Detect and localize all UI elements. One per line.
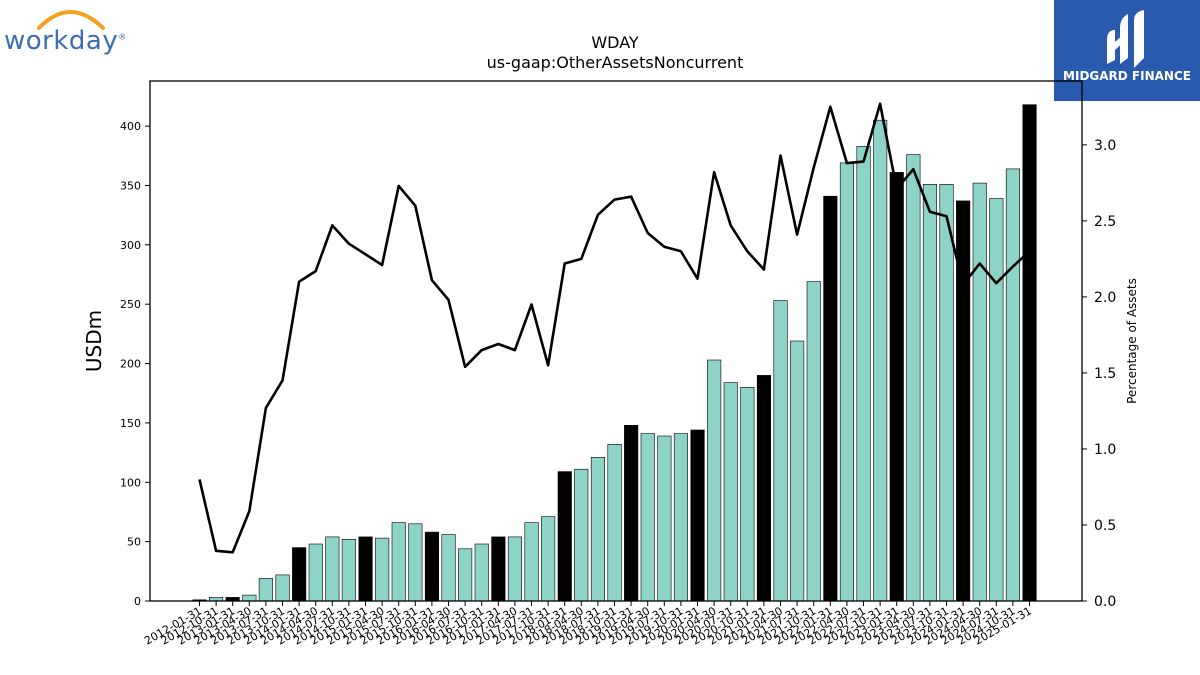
plot-frame [149,80,1083,602]
bar [856,146,871,602]
bar [790,340,805,602]
bar [1022,104,1037,602]
bar [574,468,589,602]
bar-series [192,104,1037,602]
bar [989,198,1004,602]
y-tick-label: 200 [120,358,141,371]
bar [590,456,606,602]
chart-subtitle: us-gaap:OtherAssetsNoncurrent [487,53,744,72]
bar [723,382,738,602]
y2-tick-label: 2.0 [1094,290,1116,306]
bar [474,543,489,602]
bar [690,429,705,602]
bar [325,536,340,602]
y2-tick-label: 3.0 [1094,138,1116,154]
bar [806,281,821,602]
y2-axis-label: Percentage of Assets [1125,278,1139,404]
y-tick-label: 350 [120,179,141,192]
bar [707,359,722,602]
bar [292,547,307,602]
workday-logo-text: workday® [4,26,127,56]
bar [308,543,323,602]
axes: 0 50 100 150 200 250 300 350 400 0.0 0.5 1.0 1.5 2.0 2… [120,80,1116,648]
bar [889,172,904,602]
bar [242,594,257,602]
y-tick-label: 250 [120,298,141,311]
y2-tick-label: 1.5 [1094,366,1116,382]
bar [756,375,772,602]
bar [922,184,938,602]
percentage-line [198,102,1031,554]
bar [873,119,888,602]
y2-tick-label: 0.0 [1094,594,1116,610]
y-tick-label: 0 [134,595,141,608]
bar [341,538,356,602]
y-tick-label: 50 [127,536,141,549]
bar [491,536,506,602]
bar [740,386,755,602]
bar [773,300,788,602]
bar [391,522,406,602]
bar [607,443,622,602]
bar [258,578,273,602]
bar [441,534,456,602]
bar [839,162,855,602]
bar [408,523,423,602]
bar [557,471,572,602]
y2-tick-label: 1.0 [1094,442,1116,458]
y-tick-label: 300 [120,239,141,252]
bar [640,433,655,602]
y-tick-label: 150 [120,417,141,430]
midgard-finance-logo: MIDGARD FINANCE [1054,0,1200,101]
bar [541,516,556,602]
percentage-line-series [198,102,1031,554]
y-tick-label: 400 [120,120,141,133]
y-tick-label: 100 [120,476,141,489]
midgard-mark-icon [1107,10,1144,68]
bar [657,435,672,602]
bar [358,536,373,602]
y2-tick-label: 0.5 [1094,518,1116,534]
bar [823,195,838,602]
bar [939,184,954,602]
bar [624,424,639,602]
bar [275,574,290,602]
bar [375,537,390,602]
chart-title: WDAY [591,33,639,52]
bar [524,522,539,602]
midgard-finance-text: MIDGARD FINANCE [1063,69,1191,83]
bar [424,531,440,602]
y-axis-label: USDm [82,310,106,372]
bar [507,536,523,602]
workday-arc-icon [37,10,105,30]
bar [673,433,689,602]
bar [1005,168,1021,602]
workday-logo: workday® [4,4,134,58]
bar [458,548,473,602]
bar [906,154,921,602]
y2-tick-label: 2.5 [1094,214,1116,230]
bar [972,182,987,602]
